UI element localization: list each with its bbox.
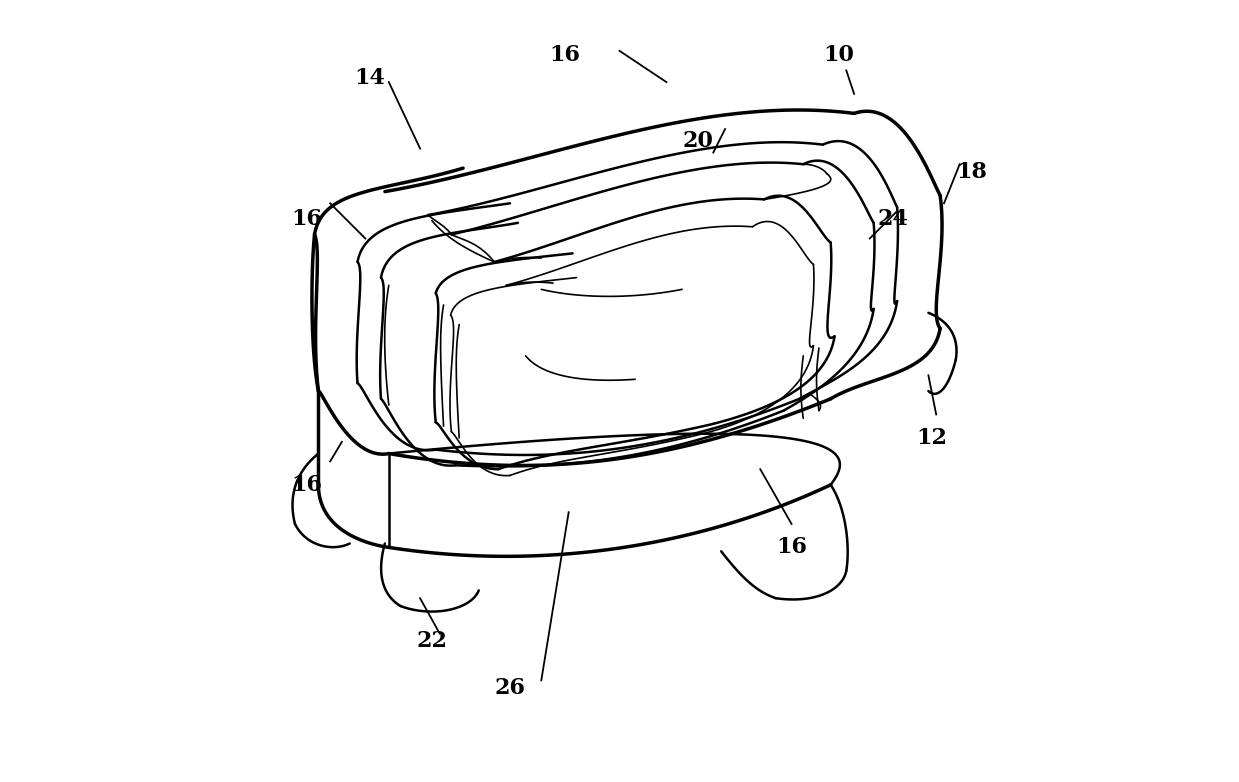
Text: 16: 16 [549,44,580,66]
Text: 20: 20 [683,130,714,152]
Text: 14: 14 [354,67,384,89]
Text: 16: 16 [291,474,322,496]
Text: 12: 12 [917,427,948,449]
Text: 10: 10 [823,44,854,66]
Text: 16: 16 [776,536,807,558]
Text: 24: 24 [877,208,908,230]
Text: 18: 18 [957,161,987,183]
Text: 26: 26 [494,677,525,699]
Text: 16: 16 [291,208,322,230]
Text: 22: 22 [416,630,447,652]
